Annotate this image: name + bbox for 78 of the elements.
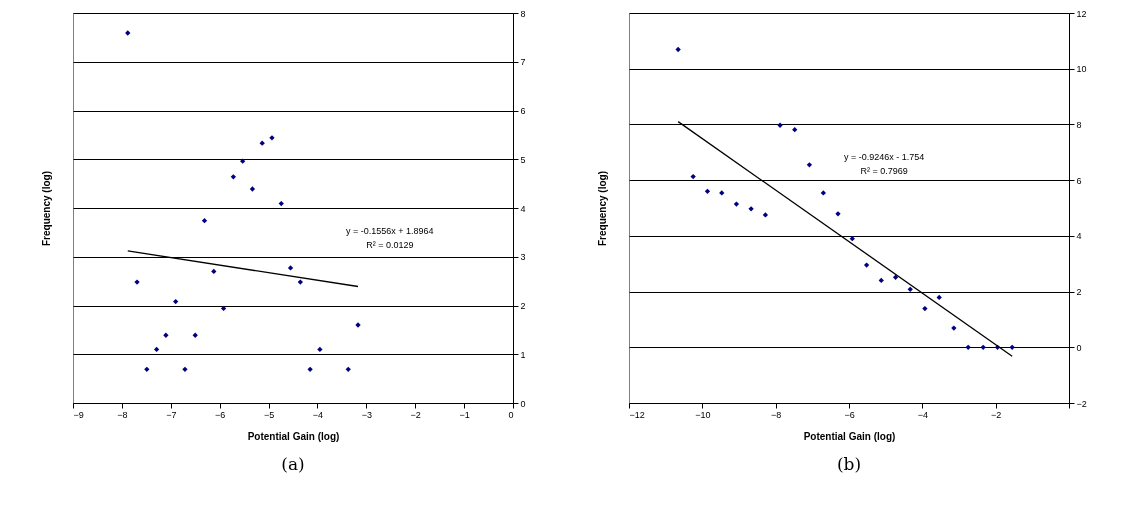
- point: [192, 332, 198, 338]
- point: [220, 305, 227, 312]
- point: [173, 298, 179, 305]
- point: [297, 279, 303, 285]
- point: [820, 190, 826, 196]
- point: [892, 274, 899, 281]
- y-tick-label: 2: [520, 301, 526, 311]
- point: [317, 346, 323, 353]
- point: [936, 294, 942, 301]
- y-tick-label: 12: [1076, 8, 1087, 19]
- point: [863, 262, 870, 268]
- point: [922, 305, 928, 312]
- x-tick-label: −9: [73, 409, 84, 420]
- point: [704, 188, 711, 194]
- point: [211, 268, 217, 275]
- point: [907, 286, 913, 292]
- x-tick-label: −6: [215, 409, 226, 420]
- y-tick-label: 0: [520, 398, 526, 409]
- y-tick-label: 1: [520, 349, 526, 360]
- point: [287, 265, 294, 271]
- y-tick-label: −2: [1076, 398, 1087, 409]
- x-tick-label: −6: [844, 409, 855, 420]
- x-tick-label: −7: [166, 409, 177, 420]
- point: [878, 277, 884, 284]
- y-tick-label: 6: [520, 106, 526, 116]
- x-tick-label: −10: [695, 409, 711, 420]
- x-tick-label: −4: [917, 409, 928, 420]
- y-tick-label: 2: [1076, 287, 1082, 298]
- y-tick-label: 4: [520, 203, 526, 214]
- y-axis-title: Frequency (log): [596, 170, 608, 247]
- y-tick-label: 6: [1076, 175, 1082, 186]
- y-tick-label: 5: [520, 154, 526, 165]
- text: (b): [836, 454, 862, 474]
- x-tick-label: −2: [410, 409, 421, 420]
- point: [849, 236, 855, 242]
- point: [278, 200, 284, 207]
- point: [201, 218, 208, 224]
- point: [249, 186, 256, 192]
- annotation: R² = 0.7969: [860, 166, 908, 177]
- y-tick-label: 10: [1076, 64, 1087, 75]
- y-tick-label: 7: [520, 57, 526, 68]
- point: [144, 366, 150, 373]
- point: [153, 346, 160, 353]
- point: [307, 366, 313, 373]
- point: [690, 173, 696, 180]
- annotation: y = -0.9246x - 1.754: [844, 152, 925, 163]
- x-tick-label: −4: [312, 409, 324, 420]
- x-tick-label: −5: [263, 409, 275, 420]
- point: [733, 201, 740, 207]
- y-tick-label: 0: [1076, 342, 1082, 353]
- annotation: R² = 0.0129: [366, 240, 414, 251]
- point: [230, 174, 236, 180]
- x-tick-label: −2: [991, 409, 1002, 420]
- point: [345, 366, 351, 373]
- point: [806, 162, 813, 168]
- text: (a): [281, 454, 305, 474]
- point: [762, 212, 769, 218]
- point: [240, 158, 246, 164]
- point: [965, 344, 971, 350]
- y-tick-label: 8: [1076, 119, 1082, 130]
- x-tick-label: −8: [771, 409, 782, 420]
- point: [182, 366, 188, 373]
- x-axis-title: Potential Gain (log): [803, 430, 896, 442]
- y-axis-title: Frequency (log): [40, 170, 52, 247]
- point: [792, 127, 798, 133]
- y-tick-label: 3: [520, 252, 526, 263]
- x-tick-label: −1: [459, 409, 470, 420]
- x-axis-title: Potential Gain (log): [247, 430, 340, 442]
- x-tick-label: −8: [117, 409, 128, 420]
- annotation: y = -0.1556x + 1.8964: [346, 226, 434, 237]
- x-tick-label: −3: [361, 409, 372, 420]
- point: [1009, 344, 1015, 350]
- y-tick-label: 8: [520, 8, 526, 19]
- point: [675, 46, 681, 53]
- x-tick-label: 0: [508, 409, 514, 420]
- y-tick-label: 4: [1076, 231, 1082, 242]
- x-tick-label: −12: [629, 409, 645, 420]
- point: [980, 344, 986, 350]
